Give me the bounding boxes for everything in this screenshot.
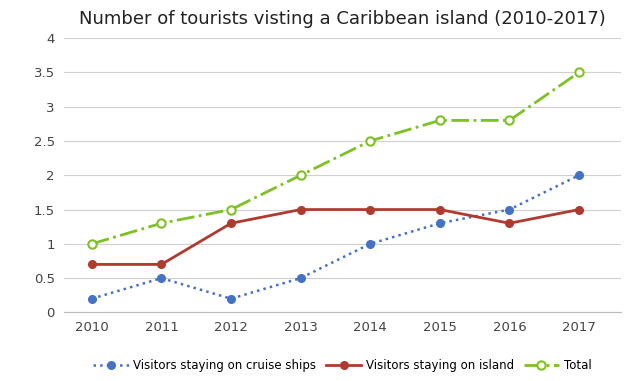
Title: Number of tourists visting a Caribbean island (2010-2017): Number of tourists visting a Caribbean i…: [79, 10, 606, 28]
Legend: Visitors staying on cruise ships, Visitors staying on island, Total: Visitors staying on cruise ships, Visito…: [88, 354, 596, 376]
